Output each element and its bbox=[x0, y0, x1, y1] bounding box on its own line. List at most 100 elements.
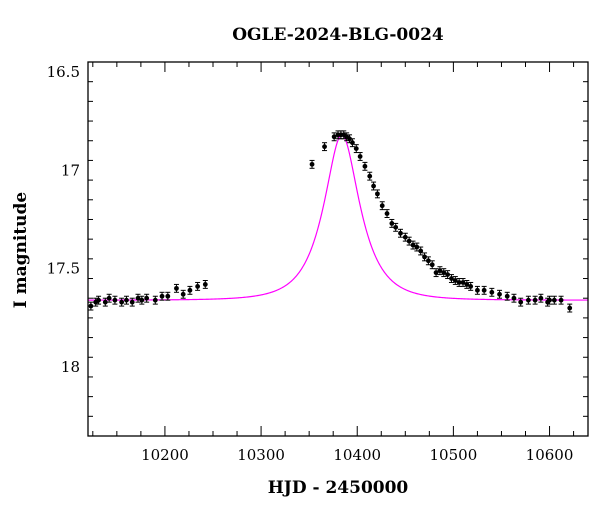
point-marker bbox=[425, 258, 431, 264]
y-tick-label: 16.5 bbox=[47, 63, 80, 81]
data-point bbox=[468, 281, 474, 291]
data-point bbox=[538, 293, 544, 303]
point-marker bbox=[102, 299, 108, 305]
point-marker bbox=[441, 270, 447, 276]
data-points bbox=[88, 130, 573, 313]
data-point bbox=[504, 291, 510, 301]
data-point bbox=[106, 293, 112, 303]
data-point bbox=[139, 295, 145, 305]
data-point bbox=[398, 228, 403, 238]
point-marker bbox=[119, 299, 125, 305]
y-tick-label: 17 bbox=[61, 161, 80, 179]
x-tick-label: 10400 bbox=[333, 446, 381, 464]
data-point bbox=[474, 285, 480, 295]
x-tick-labels: 10200 10300 10400 10500 10600 bbox=[141, 446, 573, 464]
point-marker bbox=[410, 242, 416, 248]
y-tick-label: 17.5 bbox=[47, 260, 80, 278]
point-marker bbox=[187, 287, 193, 293]
data-point bbox=[532, 295, 538, 305]
point-marker bbox=[547, 297, 552, 303]
data-point bbox=[180, 289, 186, 299]
data-point bbox=[102, 297, 108, 307]
point-marker bbox=[353, 146, 359, 152]
data-point bbox=[448, 274, 454, 283]
data-point bbox=[309, 159, 315, 169]
x-tick-label: 10300 bbox=[237, 446, 285, 464]
data-point bbox=[518, 297, 524, 307]
point-marker bbox=[371, 183, 376, 189]
point-marker bbox=[489, 289, 495, 295]
point-marker bbox=[418, 248, 424, 254]
x-tick-label: 10500 bbox=[430, 446, 478, 464]
data-point bbox=[389, 218, 395, 228]
data-point bbox=[489, 287, 495, 297]
point-marker bbox=[96, 297, 101, 303]
point-marker bbox=[445, 272, 451, 277]
data-point bbox=[119, 297, 125, 307]
point-marker bbox=[532, 297, 538, 303]
point-marker bbox=[511, 295, 517, 301]
point-marker bbox=[504, 293, 510, 299]
data-point bbox=[129, 297, 135, 307]
point-marker bbox=[433, 270, 439, 276]
data-point bbox=[187, 285, 193, 295]
axis-ticks bbox=[88, 61, 588, 436]
data-point bbox=[202, 279, 208, 289]
data-point bbox=[322, 142, 328, 152]
data-point bbox=[357, 152, 363, 161]
data-point bbox=[551, 295, 557, 305]
data-point bbox=[144, 293, 150, 303]
point-marker bbox=[464, 282, 470, 287]
data-point bbox=[452, 276, 458, 285]
point-marker bbox=[367, 173, 373, 179]
data-point bbox=[464, 279, 470, 289]
point-marker bbox=[538, 295, 544, 301]
point-marker bbox=[357, 154, 363, 159]
point-marker bbox=[88, 303, 94, 309]
point-marker bbox=[414, 244, 420, 250]
point-marker bbox=[174, 285, 179, 291]
data-point bbox=[374, 189, 380, 199]
y-tick-label: 18 bbox=[61, 358, 80, 376]
point-marker bbox=[202, 282, 208, 287]
point-marker bbox=[362, 163, 368, 169]
data-point bbox=[441, 268, 447, 278]
point-marker bbox=[129, 299, 135, 305]
point-marker bbox=[475, 287, 480, 293]
data-point bbox=[481, 285, 487, 295]
point-marker bbox=[195, 284, 201, 289]
data-point bbox=[558, 295, 564, 305]
data-point bbox=[497, 289, 503, 299]
data-point bbox=[159, 291, 165, 301]
point-marker bbox=[551, 297, 557, 303]
data-point bbox=[96, 295, 102, 305]
point-marker bbox=[429, 262, 435, 268]
point-marker bbox=[165, 293, 171, 299]
data-point bbox=[410, 240, 416, 250]
data-point bbox=[152, 295, 158, 305]
data-point bbox=[123, 295, 129, 305]
data-point bbox=[433, 268, 439, 278]
model-curve bbox=[88, 134, 588, 301]
data-point bbox=[393, 222, 399, 232]
data-point bbox=[445, 270, 451, 280]
point-marker bbox=[525, 297, 531, 303]
point-marker bbox=[379, 203, 385, 209]
point-marker bbox=[481, 287, 487, 293]
plot-frame bbox=[87, 61, 589, 437]
y-tick-labels: 16.5 17 17.5 18 bbox=[47, 63, 80, 376]
point-marker bbox=[144, 295, 150, 301]
point-marker bbox=[460, 280, 466, 285]
point-marker bbox=[389, 221, 395, 226]
data-point bbox=[165, 291, 171, 301]
point-marker bbox=[452, 278, 458, 283]
point-marker bbox=[449, 276, 454, 281]
data-point bbox=[437, 266, 443, 276]
data-point bbox=[384, 209, 390, 219]
point-marker bbox=[558, 297, 564, 303]
point-marker bbox=[152, 297, 158, 303]
point-marker bbox=[402, 234, 408, 240]
point-marker bbox=[567, 305, 573, 311]
point-marker bbox=[406, 238, 412, 244]
data-point bbox=[567, 303, 573, 313]
